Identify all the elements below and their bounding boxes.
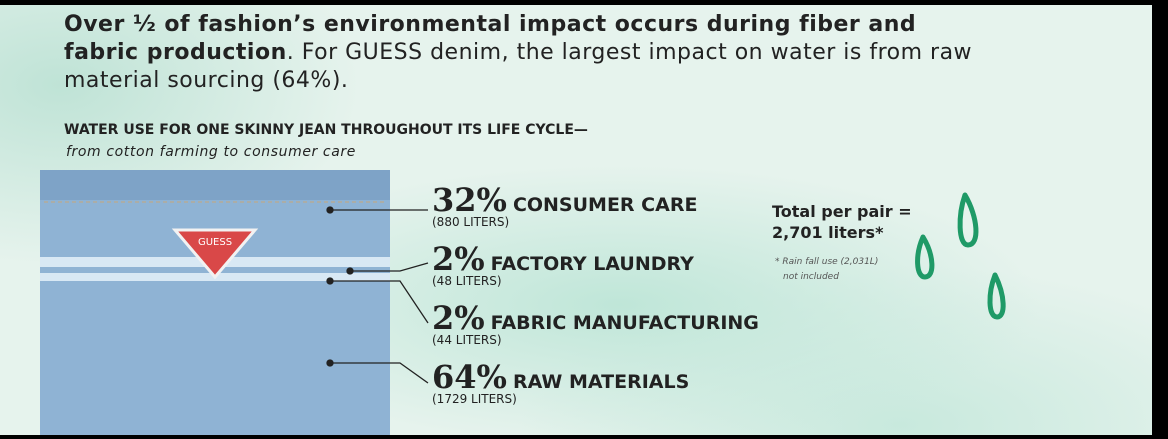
item-percent: 32% — [432, 181, 507, 219]
section-title: WATER USE FOR ONE SKINNY JEAN THROUGHOUT… — [64, 122, 588, 138]
item-label: FABRIC MANUFACTURING — [491, 312, 759, 334]
note: * Rain fall use (2,031L) not included — [775, 255, 878, 285]
water-drops — [918, 195, 1004, 317]
pocket-label: GUESS — [198, 237, 232, 248]
note-line: not included — [783, 270, 878, 285]
headline: Over ½ of fashion’s environmental impact… — [64, 11, 984, 95]
section-subtitle: from cotton farming to consumer care — [66, 144, 356, 160]
item-liters: (1729 LITERS) — [432, 392, 689, 406]
item: 2% FABRIC MANUFACTURING(44 LITERS) — [432, 299, 759, 347]
item: 32% CONSUMER CARE(880 LITERS) — [432, 181, 697, 229]
item-label: CONSUMER CARE — [513, 194, 698, 216]
item-liters: (48 LITERS) — [432, 274, 694, 288]
item-percent: 2% — [432, 299, 485, 337]
item-liters: (44 LITERS) — [432, 333, 759, 347]
total-line: 2,701 liters* — [772, 222, 912, 243]
item-percent: 2% — [432, 240, 485, 278]
note-line: * Rain fall use (2,031L) — [775, 255, 878, 270]
total-line: Total per pair = — [772, 201, 912, 222]
item-percent: 64% — [432, 358, 507, 396]
screen: GUESS Over ½ of fashion’s environmental … — [0, 0, 1168, 439]
item-label: FACTORY LAUNDRY — [491, 253, 694, 275]
item: 64% RAW MATERIALS(1729 LITERS) — [432, 358, 689, 406]
item-liters: (880 LITERS) — [432, 215, 697, 229]
infographic: GUESS Over ½ of fashion’s environmental … — [0, 5, 1152, 435]
pocket-hem — [40, 170, 390, 200]
item-label: RAW MATERIALS — [513, 371, 689, 393]
item: 2% FACTORY LAUNDRY(48 LITERS) — [432, 240, 694, 288]
total: Total per pair = 2,701 liters* — [772, 201, 912, 243]
